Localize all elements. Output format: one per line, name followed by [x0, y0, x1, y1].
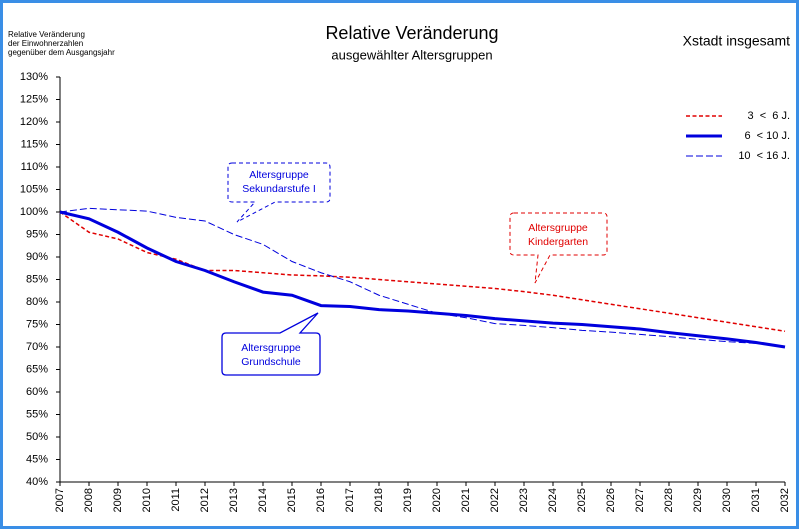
y-tick-label: 75%: [26, 318, 48, 330]
x-tick-label: 2032: [779, 488, 791, 512]
x-tick-label: 2008: [83, 488, 95, 512]
x-tick-label: 2017: [344, 488, 356, 512]
x-tick-label: 2009: [112, 488, 124, 512]
x-tick-label: 2020: [431, 488, 443, 512]
y-axis-label: Relative Veränderung: [8, 30, 85, 39]
y-tick-label: 85%: [26, 273, 48, 285]
x-tick-label: 2015: [286, 488, 298, 512]
y-tick-label: 130%: [20, 71, 48, 83]
series-line: [59, 207, 786, 347]
y-tick-label: 45%: [26, 453, 48, 465]
x-tick-label: 2024: [547, 488, 559, 512]
y-tick-label: 125%: [20, 93, 48, 105]
y-tick-label: 55%: [26, 408, 48, 420]
x-tick-label: 2011: [170, 488, 182, 512]
annotation: Grundschule: [241, 356, 301, 368]
x-tick-label: 2031: [750, 488, 762, 512]
x-tick-label: 2028: [663, 488, 675, 512]
chart-subtitle: ausgewählter Altersgruppen: [331, 47, 492, 62]
callout-box: [509, 212, 608, 284]
x-tick-label: 2022: [489, 488, 501, 512]
y-tick-label: 110%: [21, 161, 49, 173]
x-tick-label: 2026: [605, 488, 617, 512]
chart-title: Relative Veränderung: [325, 23, 498, 43]
y-tick-label: 65%: [26, 363, 48, 375]
annotation: Altersgruppe: [241, 342, 301, 354]
y-tick-label: 80%: [26, 296, 48, 308]
y-tick-label: 50%: [26, 431, 48, 443]
x-tick-label: 2010: [141, 488, 153, 512]
legend-label: 3 < 6 J.: [748, 110, 791, 122]
annotation: Kindergarten: [528, 236, 588, 248]
series-line: [59, 210, 786, 349]
y-tick-label: 100%: [20, 206, 48, 218]
legend-label: 6 < 10 J.: [744, 130, 790, 142]
y-tick-label: 105%: [20, 183, 48, 195]
x-tick-label: 2007: [54, 488, 66, 512]
y-axis-label: der Einwohnerzahlen: [8, 39, 83, 48]
x-tick-label: 2023: [518, 488, 530, 512]
x-tick-label: 2019: [402, 488, 414, 512]
callout-box: [221, 312, 321, 376]
x-tick-label: 2021: [460, 488, 472, 512]
annotation: Sekundarstufe I: [242, 183, 316, 195]
y-tick-label: 60%: [26, 386, 48, 398]
y-tick-label: 40%: [26, 476, 48, 488]
callout-box: [227, 162, 331, 223]
y-tick-label: 70%: [26, 341, 48, 353]
x-tick-label: 2018: [373, 488, 385, 512]
annotation: Altersgruppe: [249, 169, 309, 181]
y-tick-label: 120%: [20, 116, 48, 128]
y-tick-label: 95%: [26, 228, 48, 240]
x-tick-label: 2025: [576, 488, 588, 512]
legend-label: 10 < 16 J.: [738, 150, 790, 162]
x-tick-label: 2012: [199, 488, 211, 512]
x-tick-label: 2016: [315, 488, 327, 512]
y-tick-label: 115%: [21, 138, 49, 150]
series-line: [59, 211, 786, 332]
x-tick-label: 2027: [634, 488, 646, 512]
x-tick-label: 2029: [692, 488, 704, 512]
y-tick-label: 90%: [26, 251, 48, 263]
x-tick-label: 2013: [228, 488, 240, 512]
region-label: Xstadt insgesamt: [683, 33, 790, 49]
x-tick-label: 2030: [721, 488, 733, 512]
y-axis-label: gegenüber dem Ausgangsjahr: [8, 48, 115, 57]
annotation: Altersgruppe: [528, 222, 588, 234]
x-tick-label: 2014: [257, 488, 269, 512]
